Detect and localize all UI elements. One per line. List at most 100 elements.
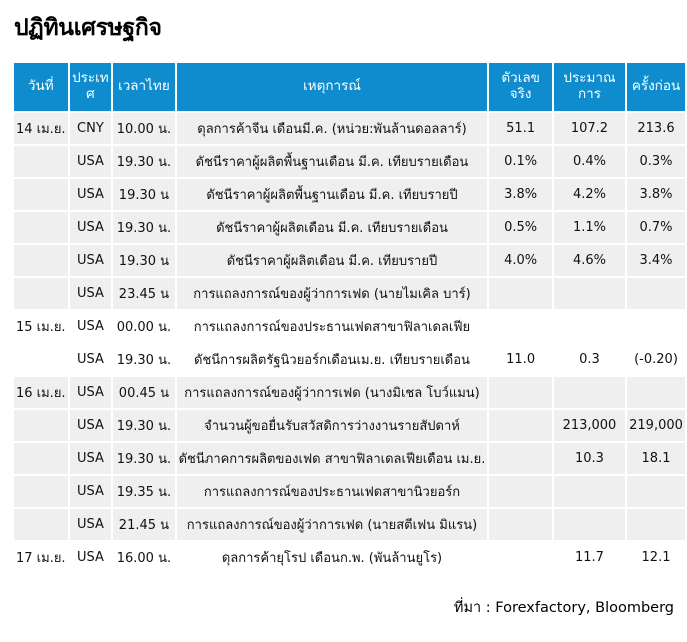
cell-date — [14, 212, 68, 243]
cell-date — [14, 344, 68, 375]
column-header-time: เวลาไทย — [113, 63, 175, 111]
cell-country: USA — [69, 179, 112, 210]
cell-date — [14, 245, 68, 276]
cell-forecast — [553, 311, 626, 342]
cell-previous — [627, 377, 685, 408]
cell-previous: 219,000 — [627, 410, 685, 441]
cell-actual — [489, 377, 552, 408]
table-row: USA 19.30 น. ดัชนีราคาผู้ผลิตเดือน มี.ค.… — [14, 212, 685, 243]
cell-previous: 213.6 — [627, 113, 685, 144]
cell-time: 19.30 น. — [113, 410, 175, 441]
cell-previous — [627, 476, 685, 507]
table-row: 15 เม.ย. USA 00.00 น. การแถลงการณ์ของประ… — [14, 311, 685, 342]
table-row: USA 19.30 น. จำนวนผู้ขอยื่นรับสวัสดิการว… — [14, 410, 685, 441]
cell-date — [14, 179, 68, 210]
cell-time: 00.45 น — [113, 377, 175, 408]
cell-date — [14, 410, 68, 441]
cell-time: 19.30 น — [113, 245, 175, 276]
cell-previous: 0.3% — [627, 146, 685, 177]
header-row: วันที่ ประเทศ เวลาไทย เหตุการณ์ ตัวเลขจร… — [14, 63, 685, 111]
cell-country: USA — [69, 476, 112, 507]
cell-event: การแถลงการณ์ของประธานเฟดสาขานิวยอร์ก — [176, 476, 488, 507]
table-row: 16 เม.ย. USA 00.45 น การแถลงการณ์ของผู้ว… — [14, 377, 685, 408]
cell-event: ดุลการค้ายุโรป เดือนก.พ. (พันล้านยูโร) — [176, 542, 488, 573]
cell-time: 16.00 น. — [113, 542, 175, 573]
column-header-previous: ครั้งก่อน — [627, 63, 685, 111]
table-row: 17 เม.ย. USA 16.00 น. ดุลการค้ายุโรป เดื… — [14, 542, 685, 573]
cell-country: USA — [69, 377, 112, 408]
cell-time: 21.45 น — [113, 509, 175, 540]
cell-time: 23.45 น — [113, 278, 175, 309]
table-body: 14 เม.ย. CNY 10.00 น. ดุลการค้าจีน เดือน… — [14, 113, 685, 573]
cell-previous: 0.7% — [627, 212, 685, 243]
cell-country: USA — [69, 344, 112, 375]
cell-time: 19.30 น — [113, 179, 175, 210]
cell-time: 19.30 น. — [113, 443, 175, 474]
cell-country: USA — [69, 311, 112, 342]
cell-actual: 0.5% — [489, 212, 552, 243]
cell-date: 17 เม.ย. — [14, 542, 68, 573]
cell-country: USA — [69, 245, 112, 276]
table-row: USA 19.30 น. ดัชนีการผลิตรัฐนิวยอร์กเดือ… — [14, 344, 685, 375]
cell-actual — [489, 476, 552, 507]
table-row: 14 เม.ย. CNY 10.00 น. ดุลการค้าจีน เดือน… — [14, 113, 685, 144]
page-title: ปฏิทินเศรษฐกิจ — [14, 15, 162, 41]
cell-date: 16 เม.ย. — [14, 377, 68, 408]
cell-forecast: 1.1% — [553, 212, 626, 243]
cell-country: USA — [69, 509, 112, 540]
cell-event: จำนวนผู้ขอยื่นรับสวัสดิการว่างงานรายสัปด… — [176, 410, 488, 441]
cell-event: ดัชนีราคาผู้ผลิตเดือน มี.ค. เทียบรายเดือ… — [176, 212, 488, 243]
cell-event: ดัชนีราคาผู้ผลิตพื้นฐานเดือน มี.ค. เทียบ… — [176, 179, 488, 210]
column-header-forecast: ประมาณการ — [553, 63, 626, 111]
cell-actual — [489, 509, 552, 540]
cell-time: 19.30 น. — [113, 146, 175, 177]
cell-forecast: 213,000 — [553, 410, 626, 441]
cell-actual: 51.1 — [489, 113, 552, 144]
cell-event: ดัชนีราคาผู้ผลิตพื้นฐานเดือน มี.ค. เทียบ… — [176, 146, 488, 177]
cell-forecast — [553, 377, 626, 408]
cell-actual: 11.0 — [489, 344, 552, 375]
table-row: USA 23.45 น การแถลงการณ์ของผู้ว่าการเฟด … — [14, 278, 685, 309]
cell-actual: 3.8% — [489, 179, 552, 210]
cell-forecast: 4.2% — [553, 179, 626, 210]
cell-event: การแถลงการณ์ของผู้ว่าการเฟด (นายไมเคิล บ… — [176, 278, 488, 309]
cell-actual: 4.0% — [489, 245, 552, 276]
cell-actual — [489, 410, 552, 441]
cell-event: ดัชนีการผลิตรัฐนิวยอร์กเดือนเม.ย. เทียบร… — [176, 344, 488, 375]
cell-forecast: 4.6% — [553, 245, 626, 276]
column-header-country: ประเทศ — [69, 63, 112, 111]
cell-date — [14, 278, 68, 309]
cell-date — [14, 443, 68, 474]
cell-previous: (-0.20) — [627, 344, 685, 375]
cell-previous: 18.1 — [627, 443, 685, 474]
cell-event: ดุลการค้าจีน เดือนมี.ค. (หน่วย:พันล้านดอ… — [176, 113, 488, 144]
cell-forecast: 0.3 — [553, 344, 626, 375]
cell-forecast — [553, 476, 626, 507]
cell-previous — [627, 311, 685, 342]
cell-previous — [627, 509, 685, 540]
table-row: USA 19.35 น. การแถลงการณ์ของประธานเฟดสาข… — [14, 476, 685, 507]
cell-date: 15 เม.ย. — [14, 311, 68, 342]
cell-country: USA — [69, 542, 112, 573]
cell-date — [14, 146, 68, 177]
cell-event: ดัชนีภาคการผลิตของเฟด สาขาฟิลาเดลเฟียเดื… — [176, 443, 488, 474]
table-row: USA 19.30 น. ดัชนีภาคการผลิตของเฟด สาขาฟ… — [14, 443, 685, 474]
cell-country: CNY — [69, 113, 112, 144]
cell-forecast: 0.4% — [553, 146, 626, 177]
cell-forecast: 11.7 — [553, 542, 626, 573]
column-header-date: วันที่ — [14, 63, 68, 111]
table-header: วันที่ ประเทศ เวลาไทย เหตุการณ์ ตัวเลขจร… — [14, 63, 685, 111]
table-row: USA 19.30 น. ดัชนีราคาผู้ผลิตพื้นฐานเดือ… — [14, 146, 685, 177]
cell-previous: 3.8% — [627, 179, 685, 210]
cell-time: 10.00 น. — [113, 113, 175, 144]
cell-actual — [489, 278, 552, 309]
table-row: USA 19.30 น ดัชนีราคาผู้ผลิตพื้นฐานเดือน… — [14, 179, 685, 210]
cell-country: USA — [69, 212, 112, 243]
cell-previous: 3.4% — [627, 245, 685, 276]
cell-forecast — [553, 509, 626, 540]
cell-country: USA — [69, 410, 112, 441]
cell-event: ดัชนีราคาผู้ผลิตเดือน มี.ค. เทียบรายปี — [176, 245, 488, 276]
cell-actual — [489, 311, 552, 342]
cell-time: 19.30 น. — [113, 344, 175, 375]
cell-event: การแถลงการณ์ของผู้ว่าการเฟด (นายสตีเฟน ม… — [176, 509, 488, 540]
